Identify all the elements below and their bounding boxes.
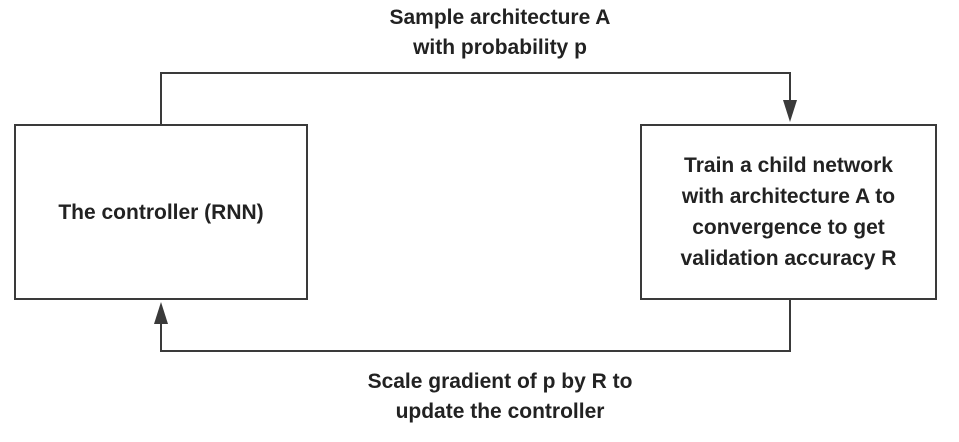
bottom-edge-label: Scale gradient of p by R to update the c… [300, 367, 700, 427]
child-network-label-line: convergence to get [692, 216, 885, 239]
top-edge-label-line: Sample architecture A [389, 6, 611, 29]
top-edge-label-line: with probability p [413, 36, 587, 59]
bottom-arrowhead-icon [154, 302, 168, 324]
top-connector-line [160, 72, 791, 124]
bottom-connector-line [160, 300, 791, 352]
child-network-label-line: with architecture A to [681, 185, 896, 208]
child-network-box: Train a child network with architecture … [640, 124, 937, 300]
controller-label: The controller (RNN) [58, 200, 264, 224]
controller-box: The controller (RNN) [14, 124, 308, 300]
top-arrowhead-icon [783, 100, 797, 122]
bottom-edge-label-line: update the controller [395, 400, 605, 423]
top-edge-label: Sample architecture A with probability p [300, 3, 700, 63]
child-network-label-line: validation accuracy R [680, 247, 897, 270]
child-network-text: Train a child network with architecture … [681, 150, 897, 274]
bottom-edge-label-line: Scale gradient of p by R to [367, 370, 633, 393]
child-network-label-line: Train a child network [684, 154, 893, 177]
